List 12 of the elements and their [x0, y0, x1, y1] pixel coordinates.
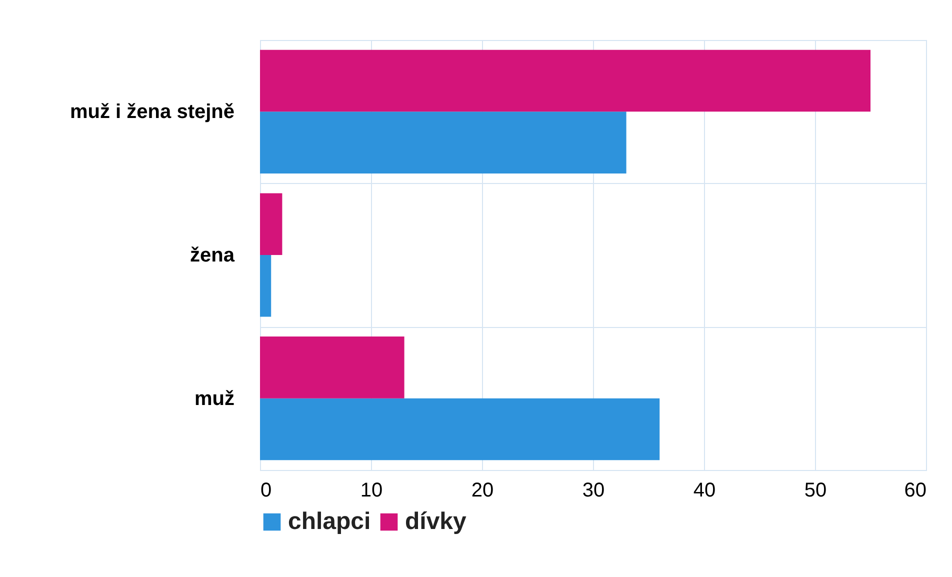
x-tick-label: 40: [693, 480, 716, 502]
x-tick-label: 30: [582, 480, 605, 502]
y-tick-label: žena: [190, 244, 236, 266]
x-tick-label: 20: [471, 480, 494, 502]
y-tick-label: muž i žena stejně: [70, 101, 234, 124]
x-tick-label: 60: [904, 480, 926, 502]
legend-label: chlapci: [288, 508, 371, 535]
x-tick-label: 10: [360, 480, 383, 502]
x-tick-label: 0: [260, 480, 272, 502]
legend-label: dívky: [405, 508, 468, 535]
x-tick-label: 50: [804, 480, 827, 502]
y-tick-label: muž: [194, 388, 234, 410]
